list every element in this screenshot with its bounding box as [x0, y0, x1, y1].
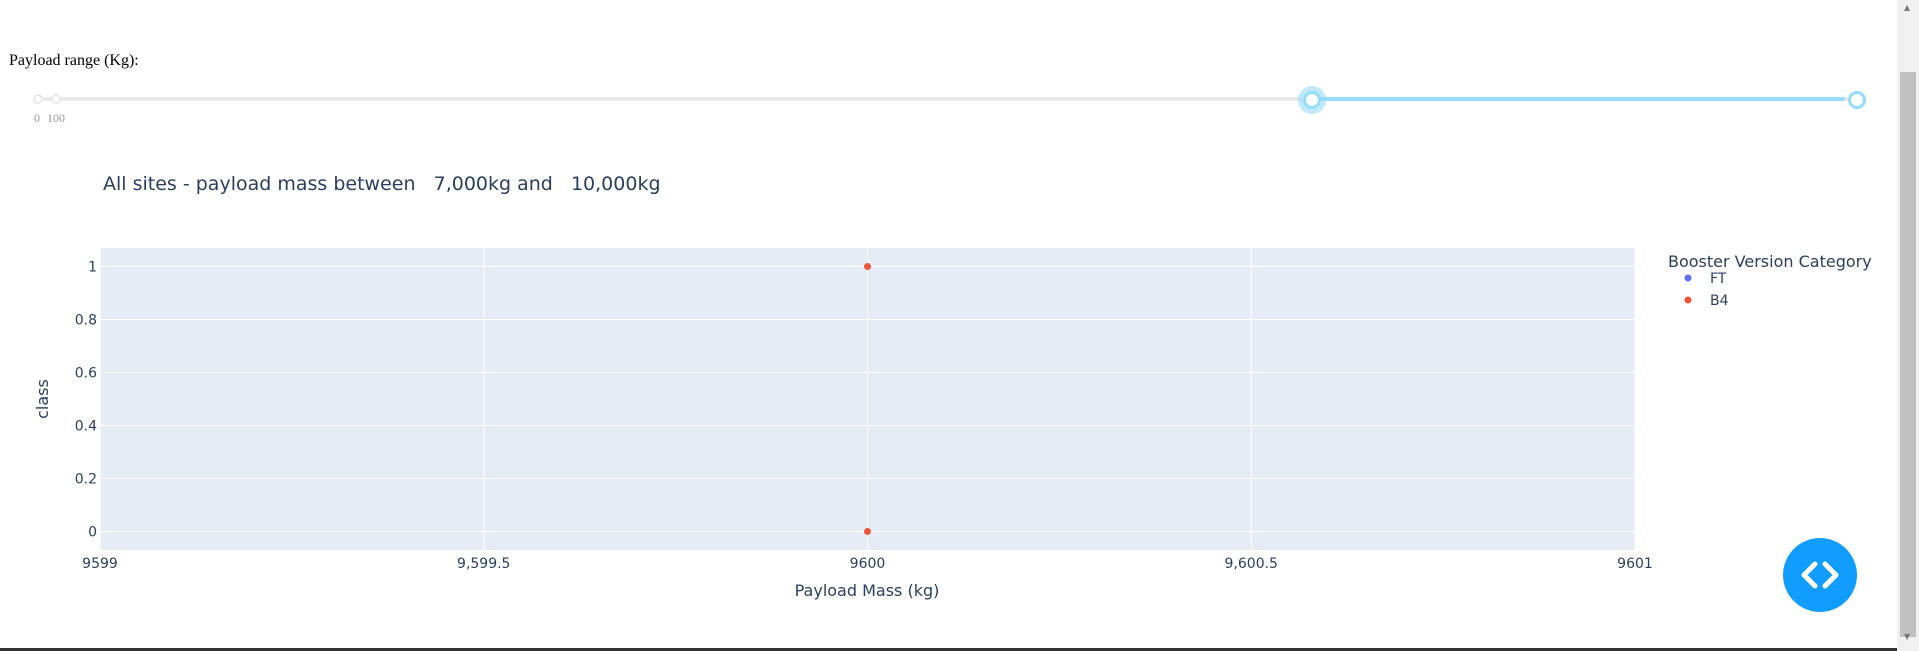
y-tick-label: 0.8 [75, 313, 97, 329]
scroll-down-arrow[interactable]: ▼ [1904, 632, 1911, 641]
legend-title: Booster Version Category [1668, 252, 1872, 271]
y-tick-label: 1 [88, 260, 97, 276]
code-icon [1801, 561, 1839, 589]
legend-marker-ft [1684, 274, 1692, 282]
slider-mark-dot-0 [33, 94, 43, 104]
vertical-scrollbar[interactable]: ▲ ▼ [1897, 0, 1919, 651]
y-tick-label: 0 [88, 524, 97, 540]
payload-scatter-chart: All sites - payload mass between 7,000kg… [33, 173, 1872, 600]
payload-range-slider[interactable]: 0 100 [30, 88, 1866, 125]
scroll-up-arrow[interactable]: ▲ [1904, 3, 1911, 12]
code-toggle-button[interactable] [1783, 538, 1857, 612]
x-tick-label: 9,599.5 [457, 556, 510, 572]
slider-mark-dot-100 [51, 94, 61, 104]
chart-title: All sites - payload mass between 7,000kg… [103, 173, 661, 195]
x-axis-ticks: 9599 9,599.5 9600 9,600.5 9601 [82, 556, 1653, 572]
x-tick-label: 9601 [1617, 556, 1653, 572]
y-tick-label: 0.6 [75, 366, 97, 382]
slider-handle-high[interactable] [1848, 91, 1866, 109]
window-bottom-border [0, 648, 1897, 651]
data-point-b4 [864, 263, 871, 271]
y-tick-label: 0.4 [75, 418, 97, 434]
scrollbar-thumb[interactable] [1900, 72, 1916, 637]
legend-label-ft: FT [1710, 271, 1727, 287]
slider-label: Payload range (Kg): [9, 52, 139, 69]
legend-items[interactable]: FT B4 [1684, 271, 1729, 309]
legend-label-b4: B4 [1710, 293, 1729, 309]
slider-selected-track [1312, 97, 1845, 101]
slider-mark-label-100: 100 [47, 111, 65, 125]
slider-rail[interactable] [38, 97, 1852, 101]
slider-handle-low[interactable] [1303, 91, 1321, 109]
x-tick-label: 9,600.5 [1225, 556, 1278, 572]
x-axis-title: Payload Mass (kg) [795, 581, 940, 600]
legend-marker-b4 [1684, 296, 1692, 304]
x-tick-label: 9600 [850, 556, 886, 572]
y-tick-label: 0.2 [75, 471, 97, 487]
data-point-b4 [864, 527, 871, 535]
y-axis-title: class [33, 379, 52, 419]
data-points [864, 263, 871, 535]
x-tick-label: 9599 [82, 556, 118, 572]
y-axis-ticks: 0 0.2 0.4 0.6 0.8 1 [75, 260, 97, 541]
slider-mark-label-0: 0 [34, 111, 40, 125]
